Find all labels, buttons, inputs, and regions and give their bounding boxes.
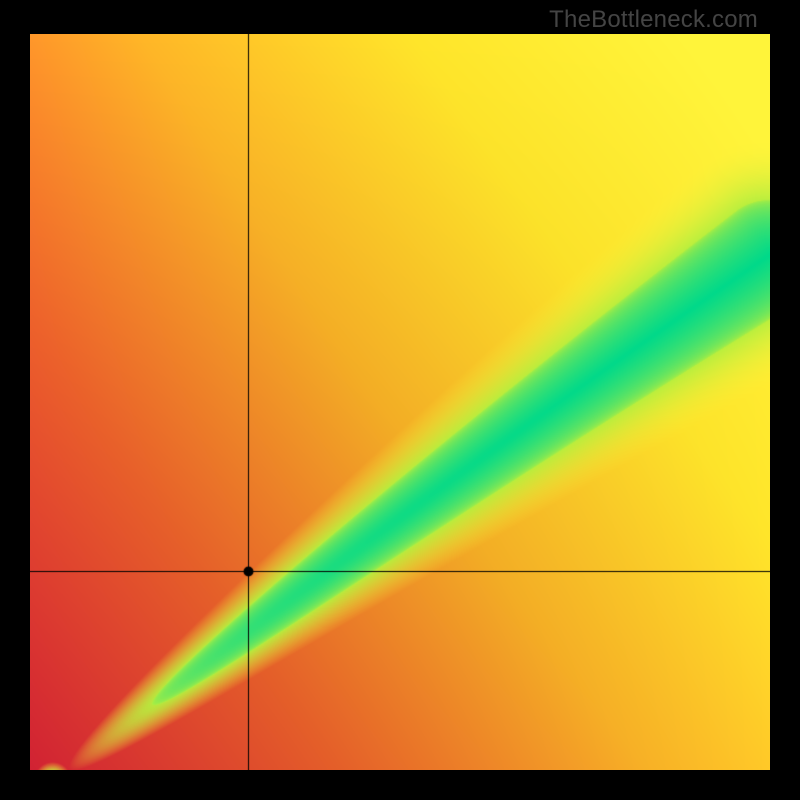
chart-wrapper: { "canvas": { "width": 800, "height": 80… [0, 0, 800, 800]
watermark-text: TheBottleneck.com [549, 6, 758, 34]
bottleneck-heatmap [30, 34, 770, 770]
